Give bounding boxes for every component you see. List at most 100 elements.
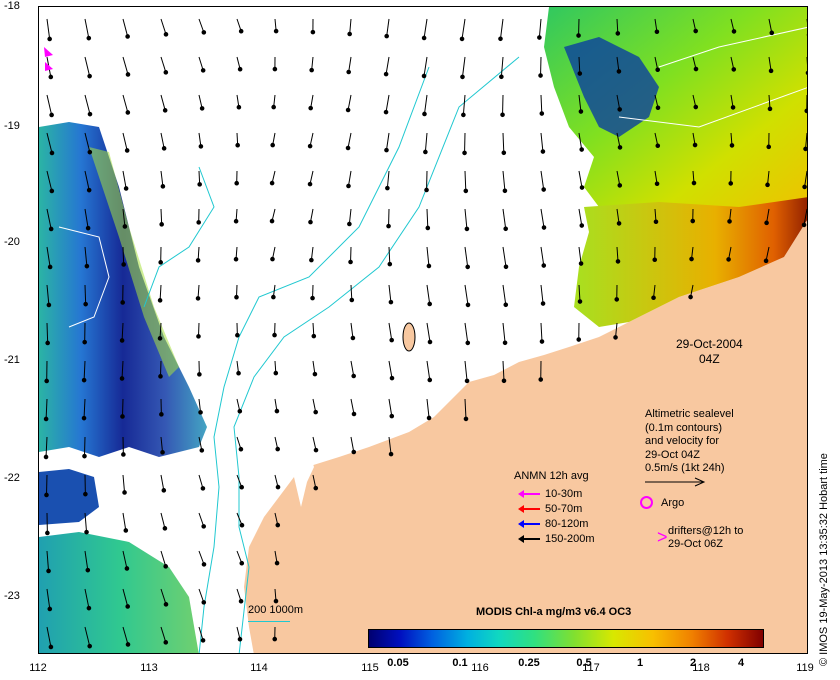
velocity-vector-head: [81, 377, 87, 383]
velocity-vector-head: [234, 180, 239, 186]
velocity-vector: [160, 94, 166, 111]
map-frame[interactable]: [38, 6, 808, 654]
velocity-vector-head: [462, 150, 467, 156]
altimetry-line: and velocity for: [645, 435, 719, 447]
velocity-vector-head: [346, 183, 351, 189]
velocity-vector-head: [540, 149, 546, 154]
anmn-legend: ANMN 12h avg 10-30m 50-70m 80-120m 150-2…: [508, 470, 595, 546]
velocity-vector-head: [499, 74, 504, 80]
velocity-vector: [578, 56, 581, 74]
velocity-vector: [461, 56, 466, 77]
velocity-vector: [388, 360, 393, 379]
velocity-vector: [46, 284, 50, 306]
velocity-vector-head: [577, 71, 583, 76]
velocity-vector-head: [310, 295, 315, 301]
velocity-vector-head: [427, 339, 433, 345]
velocity-vector-head: [348, 259, 353, 265]
velocity-vector-head: [423, 149, 428, 155]
velocity-vector-head: [693, 28, 698, 34]
velocity-vector: [502, 132, 505, 153]
velocity-vector-head: [427, 301, 432, 307]
velocity-vector-head: [84, 263, 90, 269]
velocity-vector-head: [87, 643, 92, 649]
legend-label: 80-120m: [545, 517, 589, 530]
velocity-vector: [122, 208, 126, 227]
velocity-vector-head: [615, 31, 621, 36]
velocity-vector-head: [310, 29, 316, 35]
velocity-vector-head: [654, 181, 660, 187]
y-tick-label: -20: [4, 236, 20, 248]
x-tick-label: 118: [692, 662, 710, 674]
chl-patch-northeast-blue: [564, 37, 659, 137]
velocity-vector-head: [503, 226, 508, 232]
velocity-arrows: [43, 18, 807, 650]
argo-legend: Argo: [640, 496, 684, 509]
velocity-vector: [198, 18, 205, 33]
velocity-vector-head: [655, 143, 661, 149]
velocity-vector-head: [201, 600, 207, 605]
legend-label: 150-200m: [545, 532, 595, 545]
velocity-vector: [46, 208, 52, 230]
velocity-vector-head: [124, 148, 130, 153]
velocity-vector: [160, 208, 163, 225]
velocity-vector: [121, 360, 124, 379]
velocity-vector: [464, 284, 469, 305]
map-canvas[interactable]: [39, 7, 808, 654]
arrow-icon: [518, 534, 540, 543]
velocity-vector: [121, 322, 124, 341]
velocity-vector-head: [307, 181, 313, 187]
velocity-vector: [616, 208, 620, 224]
velocity-vector: [502, 284, 507, 305]
velocity-vector-head: [576, 337, 582, 342]
velocity-vector-head: [614, 297, 620, 302]
velocity-vector: [160, 170, 164, 187]
velocity-vector: [806, 19, 807, 23]
x-tick-label: 115: [361, 662, 379, 674]
velocity-vector-head: [311, 333, 317, 339]
bathymetry-scale-line: [248, 621, 290, 622]
argo-label: Argo: [661, 496, 685, 509]
colorbar: [368, 629, 764, 648]
velocity-vector: [616, 94, 621, 110]
velocity-vector: [84, 512, 88, 533]
y-tick-label: -19: [4, 120, 20, 132]
velocity-vector-head: [123, 528, 129, 533]
velocity-vector-head: [200, 68, 206, 73]
velocity-vector: [121, 398, 124, 417]
velocity-vector: [768, 56, 772, 71]
velocity-vector-head: [275, 484, 281, 490]
velocity-vector: [350, 436, 355, 453]
colorbar-tick: 4: [737, 657, 745, 669]
velocity-vector-head: [541, 187, 546, 192]
velocity-vector: [578, 208, 583, 226]
velocity-vector: [159, 322, 162, 339]
velocity-vector-head: [47, 606, 53, 612]
velocity-vector-head: [763, 258, 769, 264]
contour-1000m: [198, 66, 430, 653]
velocity-vector: [426, 322, 431, 343]
velocity-vector-head: [46, 568, 51, 574]
velocity-vector-head: [351, 449, 357, 455]
sealevel-contour: [58, 226, 110, 328]
velocity-vector: [616, 18, 619, 34]
velocity-vector-head: [238, 28, 244, 34]
velocity-vector: [616, 246, 619, 262]
velocity-vector-head: [272, 332, 277, 338]
velocity-vector-head: [579, 147, 584, 152]
velocity-vector: [122, 18, 129, 37]
velocity-vector: [502, 170, 506, 191]
velocity-vector-head: [460, 74, 465, 80]
velocity-vector-head: [426, 263, 432, 269]
velocity-vector-head: [236, 370, 241, 376]
velocity-vector-head: [537, 35, 542, 40]
velocity-vector-head: [196, 334, 201, 339]
velocity-vector: [615, 322, 618, 338]
velocity-vector-head: [201, 562, 207, 567]
velocity-vector-head: [425, 225, 431, 231]
altimetry-info: Altimetric sealevel (0.1m contours) and …: [645, 408, 734, 487]
velocity-vector-head: [388, 299, 394, 305]
velocity-vector: [502, 322, 506, 343]
velocity-vector-head: [502, 188, 508, 194]
y-tick-label: -18: [4, 0, 20, 12]
velocity-vector: [350, 360, 355, 377]
